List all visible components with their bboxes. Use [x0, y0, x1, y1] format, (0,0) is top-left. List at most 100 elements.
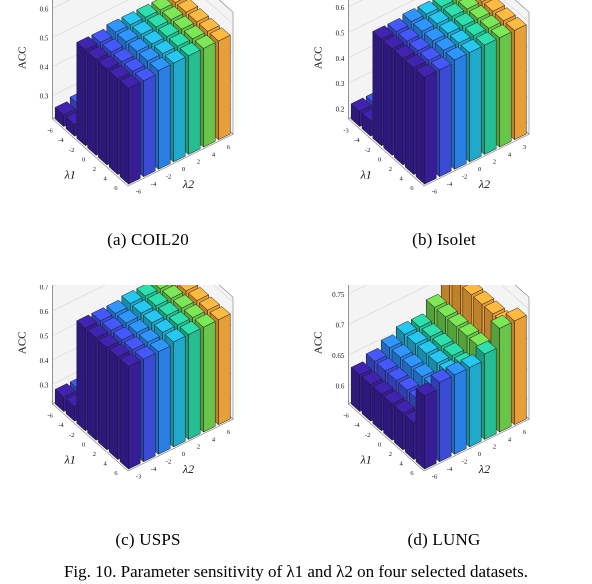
bar-face-top: [187, 287, 210, 301]
z-tick-label: 0.7: [40, 285, 49, 292]
z-tick-label: 0.5: [40, 34, 49, 42]
bar-face-top: [445, 46, 467, 61]
z-tick-label: 0.4: [40, 64, 49, 72]
bar-face-top: [413, 363, 435, 377]
bar-face-top: [121, 11, 143, 26]
bar-face-top: [433, 0, 454, 8]
bar-face-top: [102, 38, 124, 53]
z-axis: 0.3 0.4 0.5 0.6 0.7 ACC: [16, 285, 53, 404]
bar-face-top: [123, 57, 145, 72]
lambda2-axis: -6 -4 -2 0 2 4 3 λ2: [432, 144, 526, 195]
lambda2-axis: -6 -4 -2 0 2 4 6 λ2: [136, 144, 231, 195]
z-tick-label: 0.4: [40, 357, 49, 365]
bar-face-top: [168, 32, 190, 47]
bar-face-left: [119, 358, 129, 470]
bar-face-top: [436, 303, 458, 318]
lambda1-axis: -6 -4 -2 0 2 46 λ1: [47, 128, 118, 193]
lambda2-tick-label: 0: [478, 166, 481, 173]
lambda1-tick-label: 0: [82, 156, 85, 163]
lambda1-axis: -3 -4 -2 0 2 46 λ1: [343, 128, 414, 193]
bar-face-top: [464, 22, 486, 36]
bar-face-top: [151, 0, 173, 11]
bar-face-front: [424, 71, 437, 185]
bar-face-top: [187, 8, 210, 23]
bar-face-left: [108, 349, 118, 461]
bar-face-top: [178, 285, 199, 292]
bar-face-left: [76, 41, 86, 147]
bar-face-top: [164, 328, 186, 343]
bar-face-top: [76, 314, 98, 329]
bar-face-top: [402, 353, 424, 368]
bar-face-top: [415, 382, 437, 397]
bar-face-top: [432, 332, 454, 347]
bar-face-top: [123, 336, 145, 350]
lambda1-axis-title: λ1: [64, 452, 76, 466]
figure-caption: Fig. 10. Parameter sensitivity of λ1 and…: [0, 562, 592, 582]
bar-face-top: [117, 309, 139, 324]
bar-face-top: [393, 399, 416, 414]
z-gridline: [52, 0, 234, 25]
bar-face-top: [443, 342, 465, 357]
bar-face-front: [203, 320, 216, 433]
bar-face-top: [149, 57, 171, 71]
caption-isolet: (b) Isolet: [412, 230, 476, 249]
bar-face-top: [108, 343, 130, 358]
lambda2-tick-label: -4: [151, 466, 157, 473]
lambda1-tick-label: 4: [400, 176, 404, 183]
z-tick-label: 0.6: [336, 383, 345, 391]
bar-face-front: [454, 368, 467, 455]
bar-face-top: [398, 27, 420, 42]
bar-face-top: [434, 36, 456, 51]
bar-face-front: [469, 46, 482, 163]
bars: [54, 285, 231, 470]
z-tick-label: 0.65: [332, 352, 345, 360]
lambda1-tick-label: -2: [365, 147, 370, 154]
bar-face-top: [162, 285, 184, 299]
bar-face-top: [387, 367, 409, 381]
bar-face-top: [387, 18, 409, 32]
bar-face-top: [350, 361, 372, 376]
bar-face-front: [499, 31, 512, 148]
bar-face-top: [157, 23, 180, 37]
panel-coil20: 0.3 0.4 0.5 0.6 ACC -6 -4 -2 0 2 4 6 λ1 -6 -4 -2 0 2 4 6 λ2 …: [0, 0, 296, 270]
bar-face-top: [132, 299, 154, 314]
bar-face-top: [117, 28, 139, 43]
bar-face-front: [454, 53, 467, 170]
z-axis: 0.2 0.3 0.4 0.5 0.6 ACC: [312, 0, 349, 119]
bar-face-left: [108, 70, 118, 176]
bar-face-top: [393, 44, 416, 59]
lambda2-tick-label: 6: [523, 429, 527, 436]
lambda2-tick-label: 2: [493, 444, 496, 451]
bar-face-top: [419, 46, 441, 61]
z-tick-label: 0.6: [40, 5, 49, 13]
bar-face-top: [361, 371, 383, 385]
lambda2-axis-title: λ2: [478, 177, 490, 191]
z-axis-title: ACC: [312, 331, 324, 354]
lambda2-tick-label: -2: [166, 459, 171, 466]
bar-face-top: [76, 36, 98, 51]
bar-face-top: [391, 344, 413, 358]
bar-face-left: [119, 80, 129, 185]
bar-face-left: [415, 69, 425, 185]
bar-face-top: [106, 299, 128, 314]
bars: [350, 0, 527, 185]
bar-face-top: [505, 307, 527, 322]
lambda1-axis-title: λ1: [360, 452, 372, 466]
bars: [350, 285, 527, 470]
bar-face-top: [153, 40, 175, 54]
bar-face-front: [218, 34, 231, 141]
bar-face-top: [127, 319, 150, 333]
z-tick-label: 0.2: [336, 106, 345, 114]
bar-face-top: [428, 349, 450, 364]
z-tick-label: 0.3: [40, 381, 49, 389]
lambda2-tick-label: 0: [182, 166, 185, 173]
lambda1-tick-label: 0: [378, 441, 381, 448]
bar-face-top: [162, 6, 184, 20]
bar-face-top: [142, 30, 165, 45]
bar-face-top: [87, 45, 109, 60]
lambda2-tick-label: 4: [212, 436, 216, 443]
bar-face-top: [168, 311, 190, 326]
bar-face-front: [439, 376, 452, 463]
bar: [119, 353, 141, 470]
lambda1-tick-label: 6: [410, 470, 414, 477]
